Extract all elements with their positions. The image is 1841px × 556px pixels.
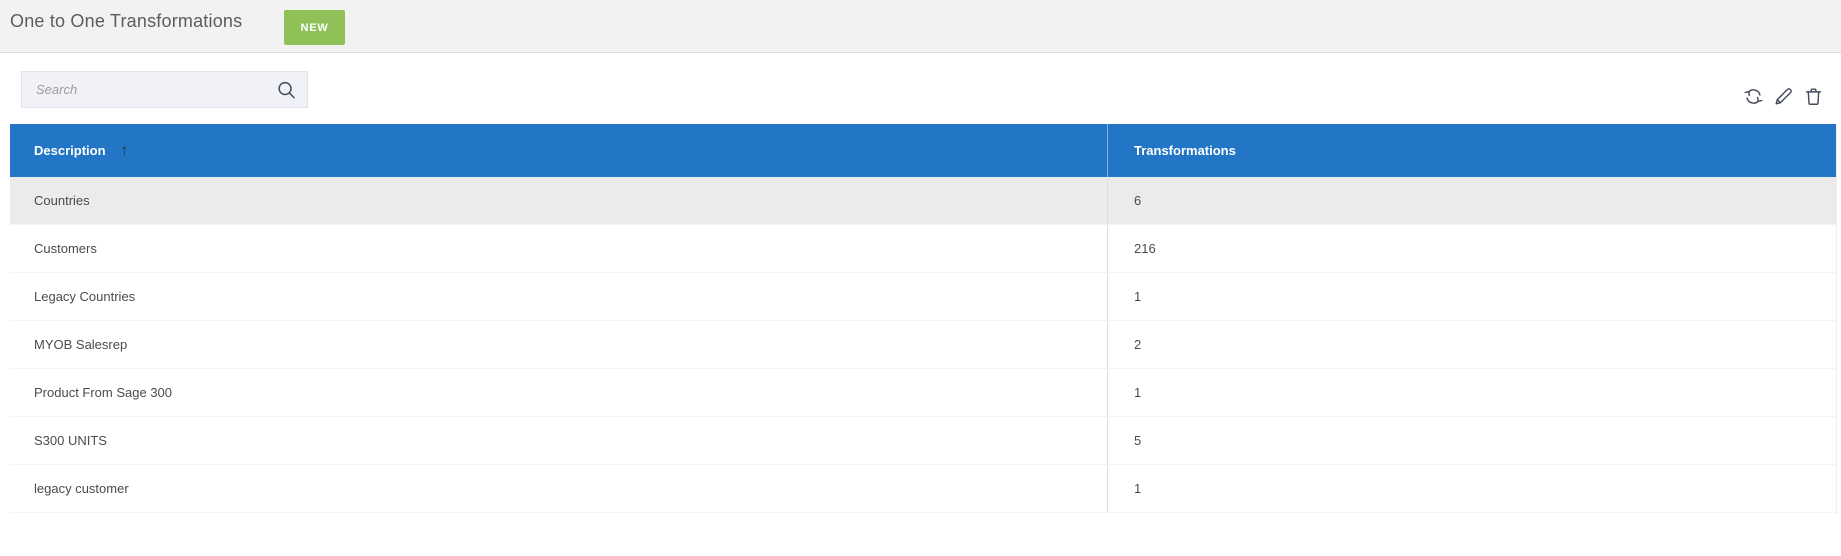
table-header-row: Description ↑ Transformations xyxy=(10,124,1836,177)
description-cell: legacy customer xyxy=(34,481,129,496)
table-row[interactable]: S300 UNITS 5 xyxy=(10,417,1836,465)
transformations-cell: 1 xyxy=(1107,465,1836,512)
transformations-cell: 1 xyxy=(1107,369,1836,416)
table-row[interactable]: Countries 6 xyxy=(10,177,1836,225)
table-row[interactable]: Customers 216 xyxy=(10,225,1836,273)
table-row[interactable]: Product From Sage 300 1 xyxy=(10,369,1836,417)
column-header-transformations[interactable]: Transformations xyxy=(1107,124,1836,177)
description-cell: S300 UNITS xyxy=(34,433,107,448)
edit-button[interactable] xyxy=(1771,83,1795,109)
content-card: Description ↑ Transformations Countries … xyxy=(0,52,1841,556)
delete-trash-icon xyxy=(1805,87,1821,105)
column-header-description-label: Description xyxy=(34,143,106,158)
transformations-cell: 1 xyxy=(1107,273,1836,320)
description-cell: Legacy Countries xyxy=(34,289,136,304)
transformations-cell: 6 xyxy=(1107,177,1836,224)
description-cell: Product From Sage 300 xyxy=(34,385,173,400)
table-row[interactable]: Legacy Countries 1 xyxy=(10,273,1836,321)
search-magnifier-icon xyxy=(278,81,295,99)
transformations-cell: 2 xyxy=(1107,321,1836,368)
toolbar-actions xyxy=(1741,83,1825,109)
column-header-transformations-label: Transformations xyxy=(1134,143,1236,158)
delete-button[interactable] xyxy=(1801,83,1825,109)
title-band: One to One Transformations NEW xyxy=(0,0,1841,52)
transformations-table: Description ↑ Transformations Countries … xyxy=(10,124,1836,513)
refresh-button[interactable] xyxy=(1741,83,1765,109)
description-cell: Countries xyxy=(34,193,90,208)
edit-pencil-icon xyxy=(1774,87,1792,105)
refresh-icon xyxy=(1744,88,1762,104)
description-cell: Customers xyxy=(34,241,97,256)
transformations-cell: 5 xyxy=(1107,417,1836,464)
search-input[interactable] xyxy=(22,72,307,107)
table-row[interactable]: MYOB Salesrep 2 xyxy=(10,321,1836,369)
description-cell: MYOB Salesrep xyxy=(34,337,128,352)
sort-ascending-icon: ↑ xyxy=(120,142,129,159)
table-row[interactable]: legacy customer 1 xyxy=(10,465,1836,513)
transformations-cell: 216 xyxy=(1107,225,1836,272)
page-title: One to One Transformations xyxy=(10,11,243,31)
table-body: Countries 6 Customers 216 Legacy Countri… xyxy=(10,177,1836,513)
new-button[interactable]: NEW xyxy=(284,10,345,45)
search-box xyxy=(21,71,308,108)
vertical-scrollbar-track[interactable] xyxy=(1836,124,1841,514)
column-header-description[interactable]: Description ↑ xyxy=(10,124,1107,177)
